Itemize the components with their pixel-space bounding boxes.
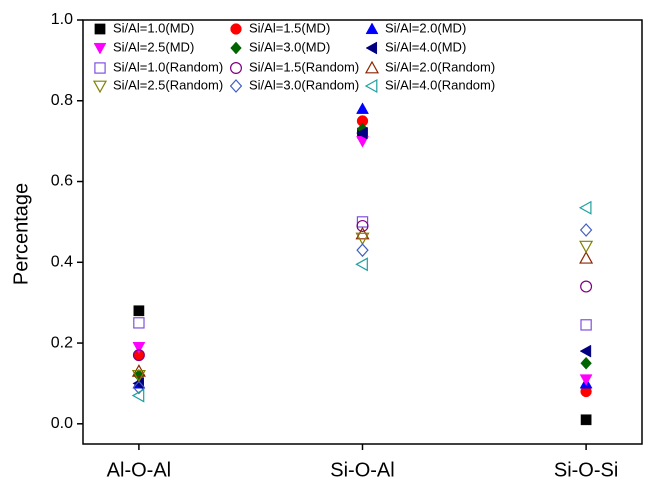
- legend-marker: [230, 41, 242, 55]
- data-point: [580, 414, 592, 426]
- legend-label: Si/Al=3.0(MD): [249, 39, 330, 54]
- legend-label: Si/Al=2.5(MD): [113, 39, 194, 54]
- x-tick-label: Al-O-Al: [107, 459, 171, 481]
- y-tick-label: 1.0: [51, 11, 73, 28]
- data-point: [579, 344, 592, 358]
- y-tick-label: 0.4: [51, 254, 73, 271]
- y-tick-label: 0.0: [51, 415, 73, 432]
- legend-label: Si/Al=2.5(Random): [113, 77, 223, 92]
- y-tick-label: 0.8: [51, 92, 73, 109]
- legend-marker: [230, 23, 242, 35]
- data-point: [131, 369, 146, 383]
- data-point: [133, 317, 145, 329]
- legend-marker: [92, 80, 108, 94]
- data-point: [579, 374, 593, 386]
- data-point: [133, 305, 145, 317]
- x-tick-label: Si-O-Al: [330, 459, 394, 481]
- data-point: [132, 380, 146, 395]
- data-point: [579, 251, 594, 264]
- data-point: [579, 223, 593, 237]
- data-point: [578, 200, 592, 215]
- data-point: [356, 102, 369, 114]
- legend-marker: [365, 41, 378, 55]
- legend-label: Si/Al=4.0(Random): [385, 77, 495, 92]
- data-point: [132, 349, 145, 362]
- data-point: [356, 243, 369, 258]
- y-tick-label: 0.2: [51, 334, 73, 351]
- x-tick-label: Si-O-Si: [554, 459, 618, 481]
- legend-label: Si/Al=1.0(MD): [113, 20, 194, 35]
- legend-marker: [94, 23, 106, 35]
- legend-marker: [364, 78, 378, 94]
- data-point: [579, 240, 594, 254]
- legend-marker: [365, 22, 379, 35]
- data-point: [132, 342, 146, 354]
- legend-marker: [93, 42, 107, 55]
- legend-marker: [364, 60, 380, 74]
- legend-label: Si/Al=1.0(Random): [113, 59, 223, 74]
- legend-marker: [230, 61, 243, 74]
- data-point: [580, 356, 592, 370]
- legend-marker: [94, 62, 106, 74]
- legend-marker: [229, 79, 243, 93]
- data-point: [580, 280, 593, 293]
- data-point: [356, 219, 369, 232]
- legend-label: Si/Al=2.0(MD): [385, 20, 466, 35]
- legend-label: Si/Al=3.0(Random): [249, 77, 359, 92]
- data-point: [355, 232, 370, 246]
- data-point: [131, 388, 145, 403]
- legend-label: Si/Al=1.5(MD): [249, 20, 330, 35]
- y-axis-label: Percentage: [10, 183, 32, 285]
- legend-label: Si/Al=2.0(Random): [385, 59, 495, 74]
- y-tick-label: 0.6: [51, 173, 73, 190]
- legend-label: Si/Al=4.0(MD): [385, 39, 466, 54]
- data-point: [355, 257, 368, 272]
- data-point: [355, 126, 368, 140]
- data-point: [580, 319, 592, 331]
- legend-label: Si/Al=1.5(Random): [249, 59, 359, 74]
